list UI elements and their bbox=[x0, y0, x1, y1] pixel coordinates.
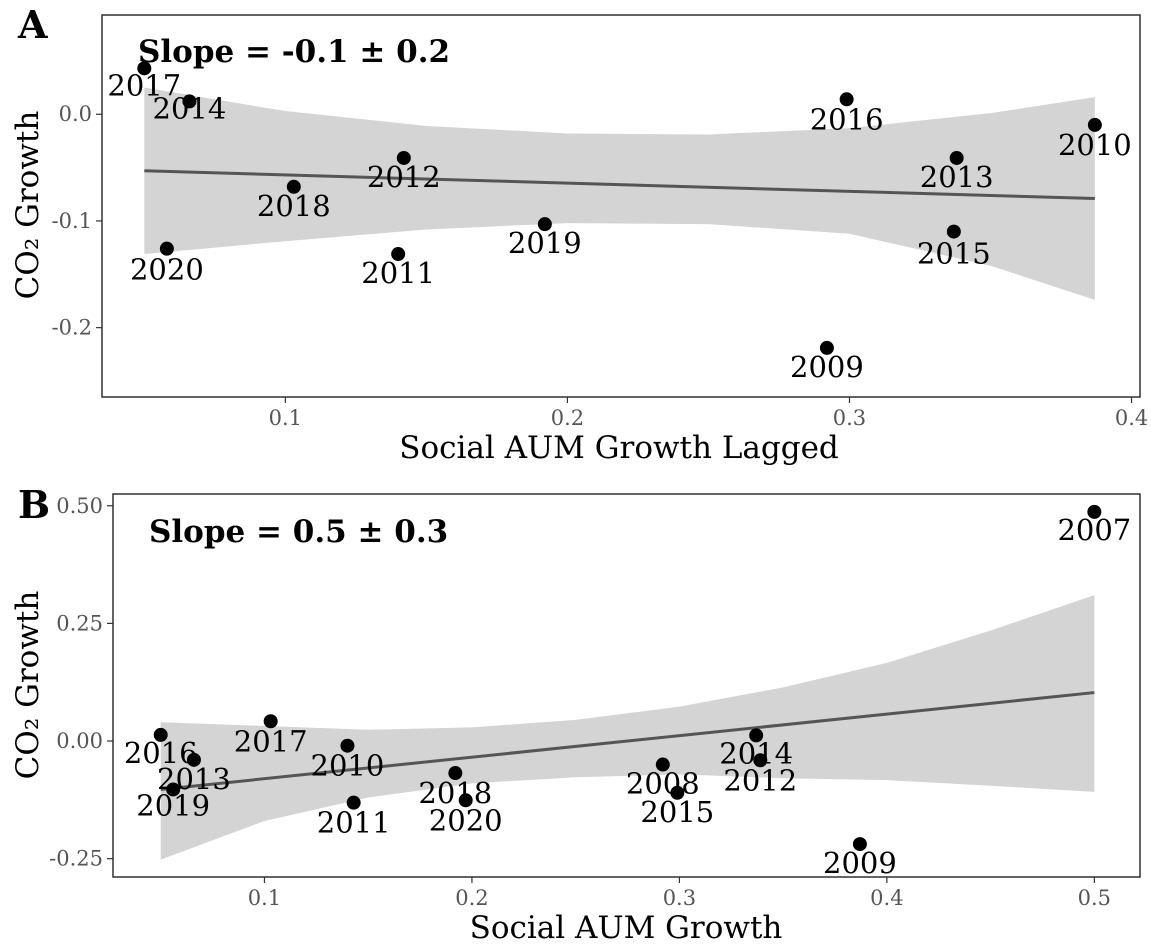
data-point bbox=[949, 150, 964, 165]
y-axis-title-a: CO₂ Growth bbox=[10, 111, 46, 300]
regression-line bbox=[144, 169, 1095, 201]
data-point bbox=[1087, 117, 1102, 132]
point-label: 2015 bbox=[640, 795, 714, 829]
regression-line bbox=[160, 691, 1095, 791]
y-axis-title-b: CO₂ Growth bbox=[10, 591, 46, 780]
data-point bbox=[670, 785, 685, 800]
point-label: 2014 bbox=[719, 736, 793, 770]
data-point bbox=[655, 757, 670, 772]
x-tick-label: 0.4 bbox=[1115, 406, 1148, 430]
x-tick-label: 0.4 bbox=[870, 886, 903, 910]
data-point bbox=[286, 179, 301, 194]
data-point bbox=[458, 793, 473, 808]
point-label: 2007 bbox=[1057, 513, 1131, 547]
point-label: 2015 bbox=[917, 237, 991, 271]
point-label: 2008 bbox=[626, 767, 700, 801]
point-label: 2012 bbox=[723, 763, 797, 797]
slope-annotation-b: Slope = 0.5 ± 0.3 bbox=[149, 514, 448, 550]
point-label: 2020 bbox=[130, 253, 204, 287]
y-tick-label: -0.2 bbox=[52, 316, 93, 340]
data-point bbox=[396, 150, 411, 165]
x-tick-label: 0.2 bbox=[551, 406, 584, 430]
point-label: 2016 bbox=[124, 736, 198, 770]
point-label: 2016 bbox=[810, 102, 884, 136]
data-point bbox=[182, 94, 197, 109]
point-label: 2018 bbox=[257, 189, 331, 223]
point-label: 2012 bbox=[367, 160, 441, 194]
data-point bbox=[448, 766, 463, 781]
y-tick-label: 0.0 bbox=[59, 102, 92, 126]
point-label: 2017 bbox=[107, 68, 181, 102]
data-point bbox=[186, 752, 201, 767]
point-label: 2020 bbox=[429, 803, 503, 837]
point-label: 2010 bbox=[311, 749, 385, 783]
point-label: 2019 bbox=[508, 226, 582, 260]
y-tick-label: -0.25 bbox=[49, 847, 103, 871]
data-point bbox=[852, 837, 867, 852]
data-point bbox=[946, 224, 961, 239]
x-axis-title-a: Social AUM Growth Lagged bbox=[399, 430, 839, 466]
point-label: 2013 bbox=[920, 160, 994, 194]
point-label: 2009 bbox=[790, 350, 864, 384]
point-label: 2010 bbox=[1058, 128, 1132, 162]
confidence-band bbox=[144, 87, 1095, 300]
x-tick-label: 0.3 bbox=[833, 406, 866, 430]
y-tick-label: -0.1 bbox=[52, 209, 93, 233]
point-label: 2018 bbox=[418, 776, 492, 810]
data-point bbox=[839, 92, 854, 107]
x-tick-label: 0.2 bbox=[455, 886, 488, 910]
data-point bbox=[159, 241, 174, 256]
data-point bbox=[166, 782, 181, 797]
slope-annotation-a: Slope = -0.1 ± 0.2 bbox=[138, 34, 450, 70]
point-label: 2009 bbox=[823, 846, 897, 880]
point-label: 2011 bbox=[317, 806, 391, 840]
panel-b: 0.1 0.2 0.3 0.4 0.5 -0.25 0.00 0.25 0.50 2007 20… bbox=[10, 482, 1141, 945]
data-point bbox=[137, 61, 152, 76]
y-tick-label: 0.00 bbox=[56, 729, 103, 753]
point-label: 2017 bbox=[234, 724, 308, 758]
y-tick-label: 0.25 bbox=[56, 611, 103, 635]
panel-label-a: A bbox=[17, 2, 48, 47]
data-point bbox=[391, 247, 406, 262]
data-point bbox=[753, 753, 768, 768]
y-tick-label: 0.50 bbox=[56, 494, 103, 518]
data-point bbox=[153, 727, 168, 742]
x-tick-label: 0.1 bbox=[269, 406, 302, 430]
point-label: 2014 bbox=[153, 91, 227, 125]
x-tick-label: 0.3 bbox=[663, 886, 696, 910]
data-point bbox=[749, 728, 764, 743]
data-point bbox=[340, 738, 355, 753]
data-point bbox=[537, 217, 552, 232]
point-label: 2013 bbox=[157, 762, 231, 796]
panel-label-b: B bbox=[18, 482, 50, 527]
data-point bbox=[346, 795, 361, 810]
x-tick-label: 0.5 bbox=[1078, 886, 1111, 910]
point-label: 2011 bbox=[361, 256, 435, 290]
x-axis-title-b: Social AUM Growth bbox=[470, 910, 783, 945]
data-point bbox=[1087, 504, 1102, 519]
data-point bbox=[263, 714, 278, 729]
data-point bbox=[819, 340, 834, 355]
point-label: 2019 bbox=[136, 788, 210, 822]
x-tick-label: 0.1 bbox=[248, 886, 281, 910]
confidence-band bbox=[160, 595, 1095, 860]
